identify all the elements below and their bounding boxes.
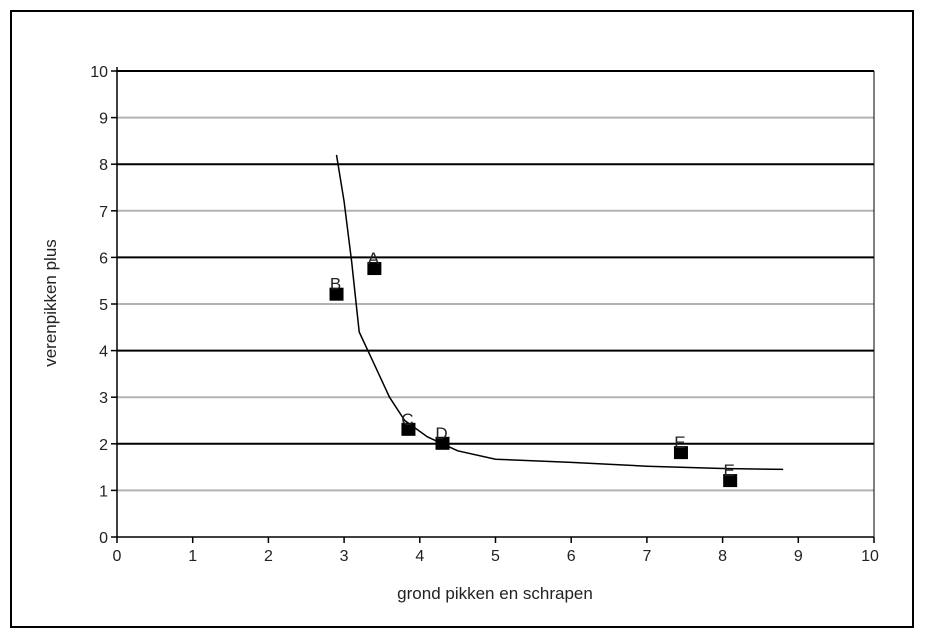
x-tick-label: 4 <box>415 548 424 565</box>
x-tick-label: 1 <box>188 548 197 565</box>
x-tick-label: 3 <box>340 548 349 565</box>
point-label-a: A <box>368 249 380 268</box>
y-tick-label: 9 <box>99 111 108 128</box>
x-tick-label: 6 <box>567 548 576 565</box>
data-points: A B C D E E <box>329 249 738 488</box>
point-label-b: B <box>330 275 341 294</box>
point-label-e: E <box>674 433 685 452</box>
y-tick-label: 2 <box>99 437 108 454</box>
gridlines <box>117 70 874 492</box>
x-tick-label: 0 <box>113 548 122 565</box>
y-axis-title: verenpikken plus <box>41 239 60 367</box>
data-point-b <box>329 287 344 301</box>
y-tick-label: 0 <box>99 530 108 547</box>
y-tick-label: 10 <box>90 64 108 81</box>
trend-line-group <box>335 154 784 471</box>
point-label-e: E <box>723 461 734 480</box>
trend-line <box>335 154 784 471</box>
data-point-e <box>673 446 688 460</box>
y-tick-label: 8 <box>99 157 108 174</box>
y-tick-label: 4 <box>99 344 108 361</box>
data-point-e <box>723 474 738 488</box>
point-label-d: D <box>435 424 447 443</box>
y-tick-label: 5 <box>99 297 108 314</box>
axes: 0 1 2 3 4 5 6 7 8 9 10 0 1 2 3 4 5 6 7 8 9 10 <box>90 64 879 565</box>
y-tick-label: 3 <box>99 390 108 407</box>
x-axis-title: grond pikken en schrapen <box>397 584 593 603</box>
data-point-a <box>367 262 382 276</box>
y-tick-label: 1 <box>99 483 108 500</box>
x-tick-label: 7 <box>642 548 651 565</box>
x-tick-label: 5 <box>491 548 500 565</box>
x-tick-label: 9 <box>794 548 803 565</box>
x-tick-label: 8 <box>718 548 727 565</box>
x-tick-label: 10 <box>861 548 879 565</box>
x-tick-label: 2 <box>264 548 273 565</box>
point-label-c: C <box>401 410 413 429</box>
data-point-d <box>435 436 450 450</box>
y-tick-label: 6 <box>99 250 108 267</box>
chart-frame <box>10 10 914 628</box>
data-point-c <box>401 422 416 436</box>
y-tick-label: 7 <box>99 204 108 221</box>
